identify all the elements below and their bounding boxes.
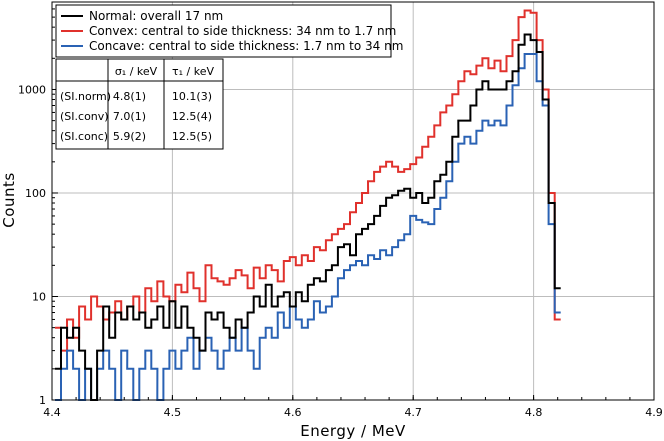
y-tick-label: 1000 bbox=[18, 83, 46, 96]
axis-ticks: 4.4 4.5 4.6 4.7 4.8 4.9 1 10 100 1000 bbox=[18, 1, 663, 419]
legend: Normal: overall 17 nm Convex: central to… bbox=[55, 4, 403, 58]
table-header-tau: τ₁ / keV bbox=[172, 65, 214, 78]
series-line-convex bbox=[55, 9, 561, 352]
x-tick-label: 4.6 bbox=[284, 406, 302, 419]
legend-box bbox=[55, 4, 392, 58]
table-cell-tau-conv: 12.5(4) bbox=[172, 110, 212, 123]
series-layer bbox=[55, 9, 561, 401]
table-cell-sigma-norm: 4.8(1) bbox=[113, 90, 146, 103]
legend-label-normal: Normal: overall 17 nm bbox=[89, 9, 223, 23]
table-cell-sigma-conc: 5.9(2) bbox=[113, 130, 146, 143]
y-tick-label: 1 bbox=[39, 394, 46, 407]
legend-label-convex: Convex: central to side thickness: 34 nm… bbox=[89, 24, 396, 38]
table-box bbox=[55, 58, 224, 150]
x-tick-label: 4.7 bbox=[404, 406, 422, 419]
x-tick-label: 4.5 bbox=[164, 406, 182, 419]
table-cell-tau-norm: 10.1(3) bbox=[172, 90, 212, 103]
table-cell-tau-conc: 12.5(5) bbox=[172, 130, 212, 143]
x-tick-label: 4.9 bbox=[645, 406, 663, 419]
table-row-label-norm: (SI.norm) bbox=[60, 90, 111, 103]
x-axis-title: Energy / MeV bbox=[300, 422, 406, 440]
x-tick-label: 4.8 bbox=[525, 406, 543, 419]
table-row-label-conc: (SI.conc) bbox=[60, 130, 108, 143]
table-header-sigma: σ₁ / keV bbox=[115, 65, 158, 78]
plot-frame bbox=[51, 1, 655, 401]
series-line-concave bbox=[55, 53, 561, 401]
y-tick-label: 100 bbox=[25, 187, 46, 200]
table-row-label-conv: (SI.conv) bbox=[60, 110, 109, 123]
parameter-table: σ₁ / keV τ₁ / keV (SI.norm) 4.8(1) 10.1(… bbox=[55, 58, 224, 150]
y-tick-label: 10 bbox=[32, 290, 46, 303]
legend-label-concave: Concave: central to side thickness: 1.7 … bbox=[89, 39, 403, 53]
series-line-normal bbox=[55, 33, 561, 401]
y-axis-title: Counts bbox=[0, 172, 18, 227]
x-tick-label: 4.4 bbox=[43, 406, 61, 419]
table-cell-sigma-conv: 7.0(1) bbox=[113, 110, 146, 123]
